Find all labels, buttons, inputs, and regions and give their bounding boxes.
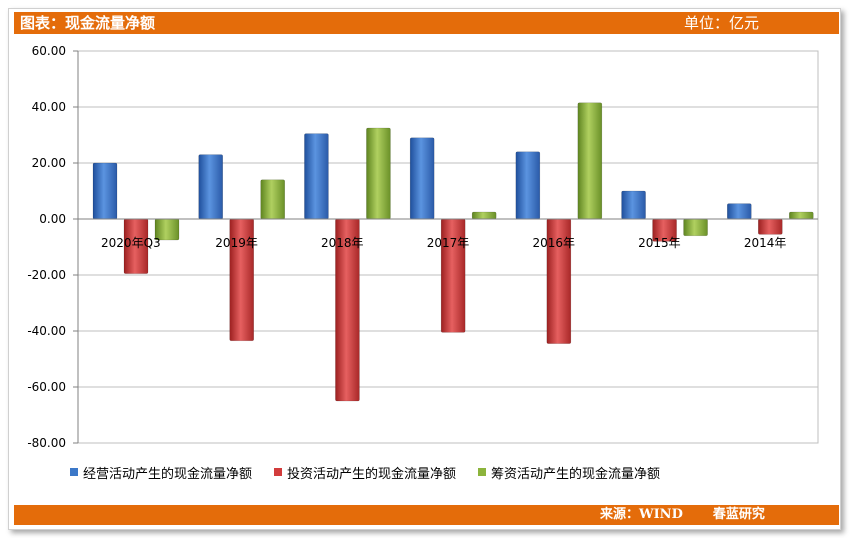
x-category-label: 2014年: [744, 236, 787, 250]
legend-item-operating: 经营活动产生的现金流量净额: [70, 463, 252, 482]
y-tick-label: -20.00: [27, 268, 66, 282]
x-category-label: 2017年: [427, 236, 470, 250]
bar-operating: [92, 162, 118, 220]
bar-operating: [198, 154, 223, 220]
legend-swatch-investing: [274, 468, 283, 476]
bar-financing: [471, 211, 497, 220]
bar-financing: [577, 102, 603, 220]
legend-label-financing: 筹资活动产生的现金流量净额: [491, 466, 661, 482]
y-tick-label: 0.00: [39, 212, 66, 226]
footer: 来源：WIND 春蓝研究: [600, 505, 765, 525]
brand-label: 春蓝研究: [712, 507, 765, 522]
legend-label-investing: 投资活动产生的现金流量净额: [287, 466, 457, 482]
bar-operating: [515, 151, 541, 220]
legend: 经营活动产生的现金流量净额 投资活动产生的现金流量净额 筹资活动产生的现金流量净…: [70, 462, 682, 482]
bar-operating: [621, 190, 646, 220]
bar-operating: [304, 133, 329, 220]
x-category-label: 2019年: [215, 236, 258, 250]
bar-investing: [758, 218, 783, 235]
x-category-label: 2016年: [532, 236, 575, 250]
legend-item-investing: 投资活动产生的现金流量净额: [274, 463, 456, 482]
legend-swatch-operating: [70, 468, 78, 476]
bar-financing: [683, 218, 708, 237]
legend-swatch-financing: [478, 468, 487, 476]
header-bar: [14, 12, 839, 34]
bar-operating: [409, 137, 435, 220]
legend-label-operating: 经营活动产生的现金流量净额: [83, 466, 253, 482]
legend-item-financing: 筹资活动产生的现金流量净额: [478, 463, 660, 482]
footer-bar: [14, 505, 839, 525]
x-category-label: 2018年: [321, 236, 364, 250]
y-tick-label: 40.00: [32, 100, 66, 114]
unit-label: 单位：亿元: [684, 14, 760, 32]
y-tick-label: 20.00: [32, 156, 66, 170]
source-label: 来源：WIND: [600, 507, 683, 522]
bar-operating: [727, 203, 752, 220]
bar-financing: [260, 179, 285, 220]
x-category-label: 2015年: [638, 236, 681, 250]
y-tick-label: -80.00: [27, 436, 66, 450]
y-tick-label: -40.00: [27, 324, 66, 338]
bar-financing: [789, 211, 814, 220]
chart-title: 图表：现金流量净额: [20, 14, 156, 32]
x-category-label: 2020年Q3: [101, 236, 161, 250]
y-tick-label: 60.00: [32, 44, 66, 58]
y-tick-label: -60.00: [27, 380, 66, 394]
bar-financing: [366, 127, 391, 220]
